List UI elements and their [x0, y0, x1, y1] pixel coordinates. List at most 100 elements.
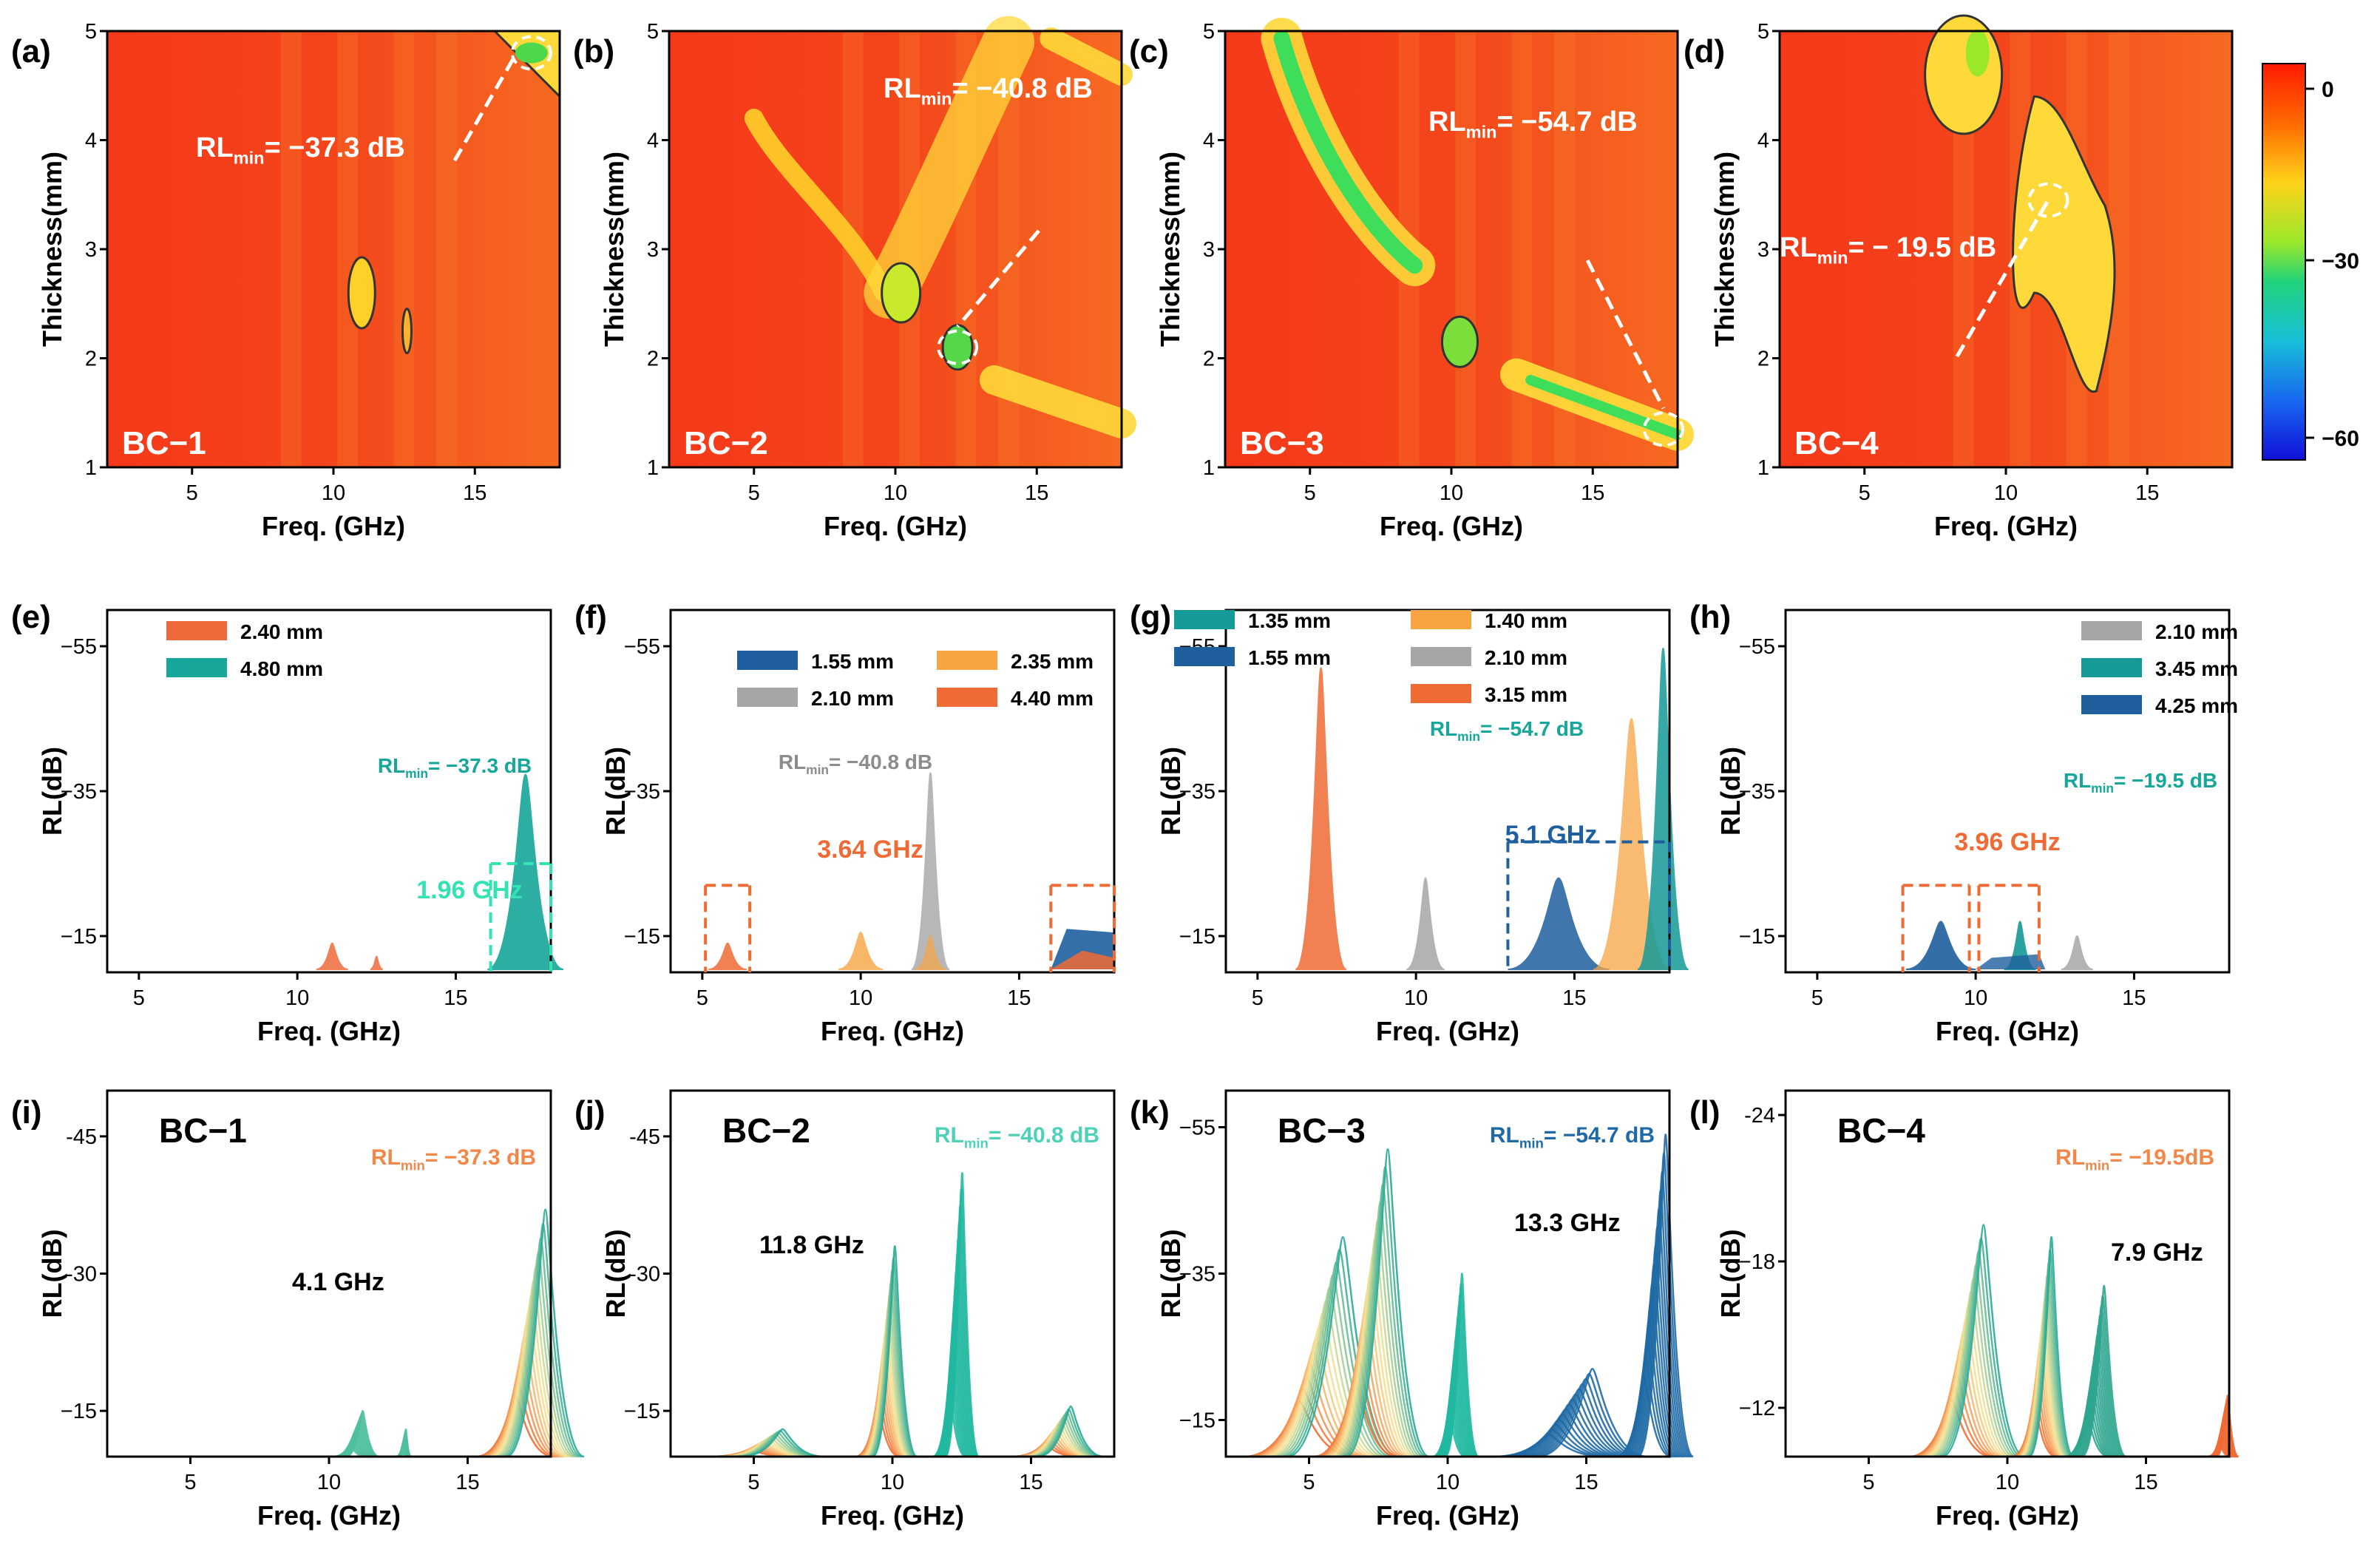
area-peak [1295, 667, 1347, 970]
rlmin-part: min [964, 1136, 989, 1151]
rlmin-part: min [1519, 1136, 1544, 1151]
y-tick-label: −15 [1739, 925, 1775, 949]
y-tick-label: −35 [1739, 780, 1775, 804]
rlmin-part: = −37.3 dB [428, 754, 532, 777]
x-axis-label: Freq. (GHz) [821, 1016, 964, 1046]
x-tick-label: 10 [884, 481, 907, 505]
rlmin-part: RL [196, 132, 234, 163]
legend-swatch [2081, 695, 2142, 714]
y-tick-label: 2 [85, 348, 97, 371]
area-peak [1905, 921, 1976, 970]
x-tick-label: 5 [1859, 481, 1871, 505]
y-tick-label: -30 [629, 1263, 660, 1287]
heatmap-minimum [515, 42, 548, 64]
bandwidth-label: 3.64 GHz [817, 836, 923, 864]
minimum-marker [1642, 411, 1684, 447]
rl-curve [506, 1208, 585, 1458]
rlmin-part: RL [779, 750, 806, 773]
rlmin-part: = −19.5dB [2109, 1145, 2214, 1170]
y-axis-label: RL(dB) [37, 1230, 67, 1318]
rlmin-part: RL [1490, 1123, 1519, 1148]
x-tick-label: 15 [2122, 986, 2146, 1010]
annotation-arrow [1585, 259, 1666, 410]
x-tick-label: 5 [1811, 986, 1823, 1010]
x-tick-label: 5 [184, 1471, 196, 1494]
rl-curve [345, 1409, 380, 1458]
legend-swatch [2081, 621, 2142, 640]
rl-curve [1637, 1133, 1694, 1458]
x-tick-label: 5 [1304, 481, 1316, 505]
legend-label: 1.35 mm [1248, 609, 1331, 632]
rlmin-label: RLmin= −40.8 dB [935, 1123, 1099, 1151]
x-axis-label: Freq. (GHz) [1376, 1016, 1519, 1046]
rlmin-label: RLmin= −54.7 dB [1428, 106, 1638, 142]
bandwidth-label: 3.96 GHz [1954, 828, 2061, 856]
sample-label: BC−4 [1837, 1111, 1925, 1150]
legend-label: 1.40 mm [1485, 609, 1567, 632]
area-peak [370, 955, 384, 970]
x-tick-label: 10 [881, 1471, 904, 1494]
rlmin-part: RL [1430, 717, 1457, 740]
y-tick-label: 1 [1757, 456, 1769, 480]
line-panel: (k) 5 10 15 −55 −35 −15 Freq. (GHz) RL(dB) BC−3 RL… [1130, 1089, 1694, 1531]
panel-letter: (l) [1689, 1094, 1720, 1131]
rlmin-part: RL [884, 73, 921, 104]
area-panel: (e) 5 10 15 −55 −35 −15 Freq. (GHz) RL(dB) 2.40 m… [11, 599, 564, 1046]
minimum-marker [937, 329, 979, 365]
panel-letter: (g) [1130, 599, 1171, 635]
heatmap-region [1440, 315, 1479, 368]
y-axis-label: RL(dB) [1156, 747, 1186, 836]
y-axis-label: RL(dB) [600, 1230, 631, 1318]
x-tick-label: 10 [1404, 986, 1428, 1010]
bandwidth-label: 4.1 GHz [292, 1268, 384, 1296]
y-tick-label: 3 [1203, 238, 1215, 262]
y-axis-label: RL(dB) [1715, 747, 1746, 836]
x-tick-label: 15 [1574, 1471, 1598, 1494]
heatmap-panel: (a) 5 10 15 1 2 3 4 5 Freq. (GHz) Thickness(mm) BC−… [11, 20, 561, 541]
y-tick-label: 1 [85, 456, 97, 480]
rlmin-part: RL [1780, 232, 1817, 263]
sample-label: BC−3 [1240, 425, 1324, 461]
bandwidth-label: 1.96 GHz [416, 876, 523, 904]
heatmap-panel: (d) 5 10 15 1 2 3 4 5 Freq. (GHz) Thickness(mm) BC−… [1684, 14, 2234, 541]
x-axis-label: Freq. (GHz) [1376, 1500, 1519, 1531]
rlmin-label: RLmin= − 19.5 dB [1780, 232, 1996, 268]
y-tick-label: -30 [66, 1263, 97, 1287]
legend-label: 2.40 mm [240, 620, 323, 643]
y-tick-label: 5 [85, 20, 97, 44]
legend-label: 1.55 mm [811, 650, 894, 673]
legend-label: 2.10 mm [2155, 620, 2238, 643]
rlmin-part: = −37.3 dB [265, 132, 405, 163]
x-tick-label: 15 [463, 481, 486, 505]
area-peak [1637, 647, 1689, 970]
rl-curve [944, 1172, 980, 1458]
heatmap-stripe [1455, 31, 1477, 467]
panel-letter: (b) [573, 33, 614, 70]
rlmin-part: min [1466, 123, 1497, 142]
rlmin-label: RLmin= −19.5 dB [2064, 769, 2217, 796]
legend-label: 2.35 mm [1011, 650, 1094, 673]
bandwidth-label: 13.3 GHz [1514, 1209, 1621, 1237]
x-tick-label: 5 [133, 986, 145, 1010]
y-tick-label: 3 [1757, 238, 1769, 262]
x-tick-label: 5 [1303, 1471, 1315, 1494]
area-peak [708, 942, 747, 970]
x-tick-label: 15 [1019, 1471, 1042, 1494]
area-peak [487, 773, 564, 970]
sample-label: BC−2 [722, 1111, 810, 1150]
rlmin-part: RL [935, 1123, 964, 1148]
y-tick-label: 5 [647, 20, 659, 44]
y-tick-label: −55 [1739, 635, 1775, 659]
x-tick-label: 15 [1007, 986, 1031, 1010]
colorbar: 0 −30 −60 [2262, 63, 2359, 461]
legend-swatch [1174, 610, 1235, 629]
x-tick-label: 5 [696, 986, 708, 1010]
y-tick-label: -45 [66, 1125, 97, 1149]
annotation-arrow [956, 229, 1040, 328]
y-tick-label: −55 [1179, 1116, 1216, 1140]
line-panel: (l) 5 10 15 -24 −18 −12 Freq. (GHz) RL(dB) BC−4 RL… [1689, 1089, 2240, 1531]
panel-letter: (i) [11, 1094, 42, 1131]
rl-curve [2028, 1236, 2075, 1458]
x-tick-label: 10 [1994, 481, 2018, 505]
